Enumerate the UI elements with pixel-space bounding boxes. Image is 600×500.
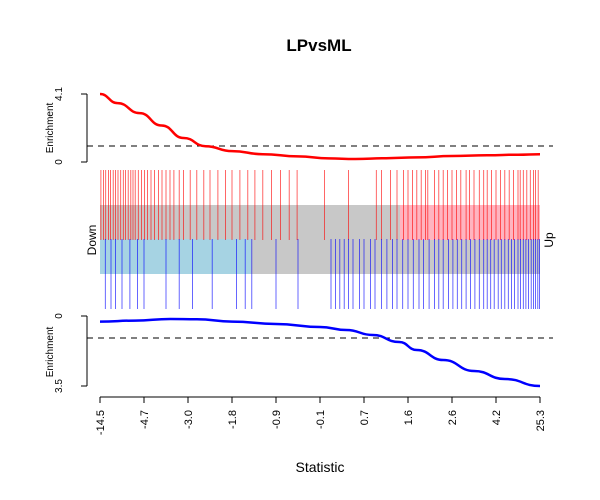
down-y-tick-label-top: 0 bbox=[54, 313, 65, 319]
x-tick-label-6: 0.7 bbox=[359, 410, 371, 425]
up-y-tick-label-top: 4.1 bbox=[54, 87, 65, 101]
down-y-tick-label-bottom: 3.5 bbox=[54, 379, 65, 393]
up-y-axis-label: Enrichment bbox=[45, 102, 56, 153]
x-tick-label-10: 25.3 bbox=[535, 410, 547, 431]
x-tick-label-9: 4.2 bbox=[491, 410, 503, 425]
up-enrichment-curve bbox=[99, 92, 541, 161]
up-enrichment-panel: 4.1 0 Enrichment bbox=[45, 87, 553, 165]
down-region-bar bbox=[100, 239, 251, 274]
x-tick-label-0: -14.5 bbox=[95, 410, 107, 435]
x-tick-label-3: -1.8 bbox=[227, 410, 239, 429]
up-barcode-lines bbox=[100, 170, 539, 240]
down-enrichment-curve bbox=[99, 317, 541, 388]
barcode-area: Down Up bbox=[85, 170, 556, 309]
x-tick-label-4: -0.9 bbox=[271, 410, 283, 429]
x-tick-label-2: -3.0 bbox=[183, 410, 195, 429]
up-label: Up bbox=[542, 232, 556, 248]
x-tick-label-1: -4.7 bbox=[139, 410, 151, 429]
down-label: Down bbox=[85, 225, 99, 256]
x-tick-label-5: -0.1 bbox=[315, 410, 327, 429]
up-y-tick-label-bottom: 0 bbox=[54, 159, 65, 165]
x-axis: -14.5 -4.7 -3.0 -1.8 -0.9 -0.1 0.7 1.6 2.6 4.2 25.… bbox=[95, 396, 547, 475]
down-barcode-lines bbox=[104, 239, 540, 309]
down-enrichment-panel: 0 3.5 Enrichment bbox=[45, 313, 553, 393]
x-axis-label: Statistic bbox=[295, 459, 344, 475]
x-tick-label-7: 1.6 bbox=[403, 410, 415, 425]
x-tick-label-8: 2.6 bbox=[447, 410, 459, 425]
down-y-axis-label: Enrichment bbox=[45, 326, 56, 377]
chart-title: LPvsML bbox=[286, 36, 351, 55]
x-tick-group: -14.5 -4.7 -3.0 -1.8 -0.9 -0.1 0.7 1.6 2.6 4.2 25.… bbox=[95, 397, 547, 435]
